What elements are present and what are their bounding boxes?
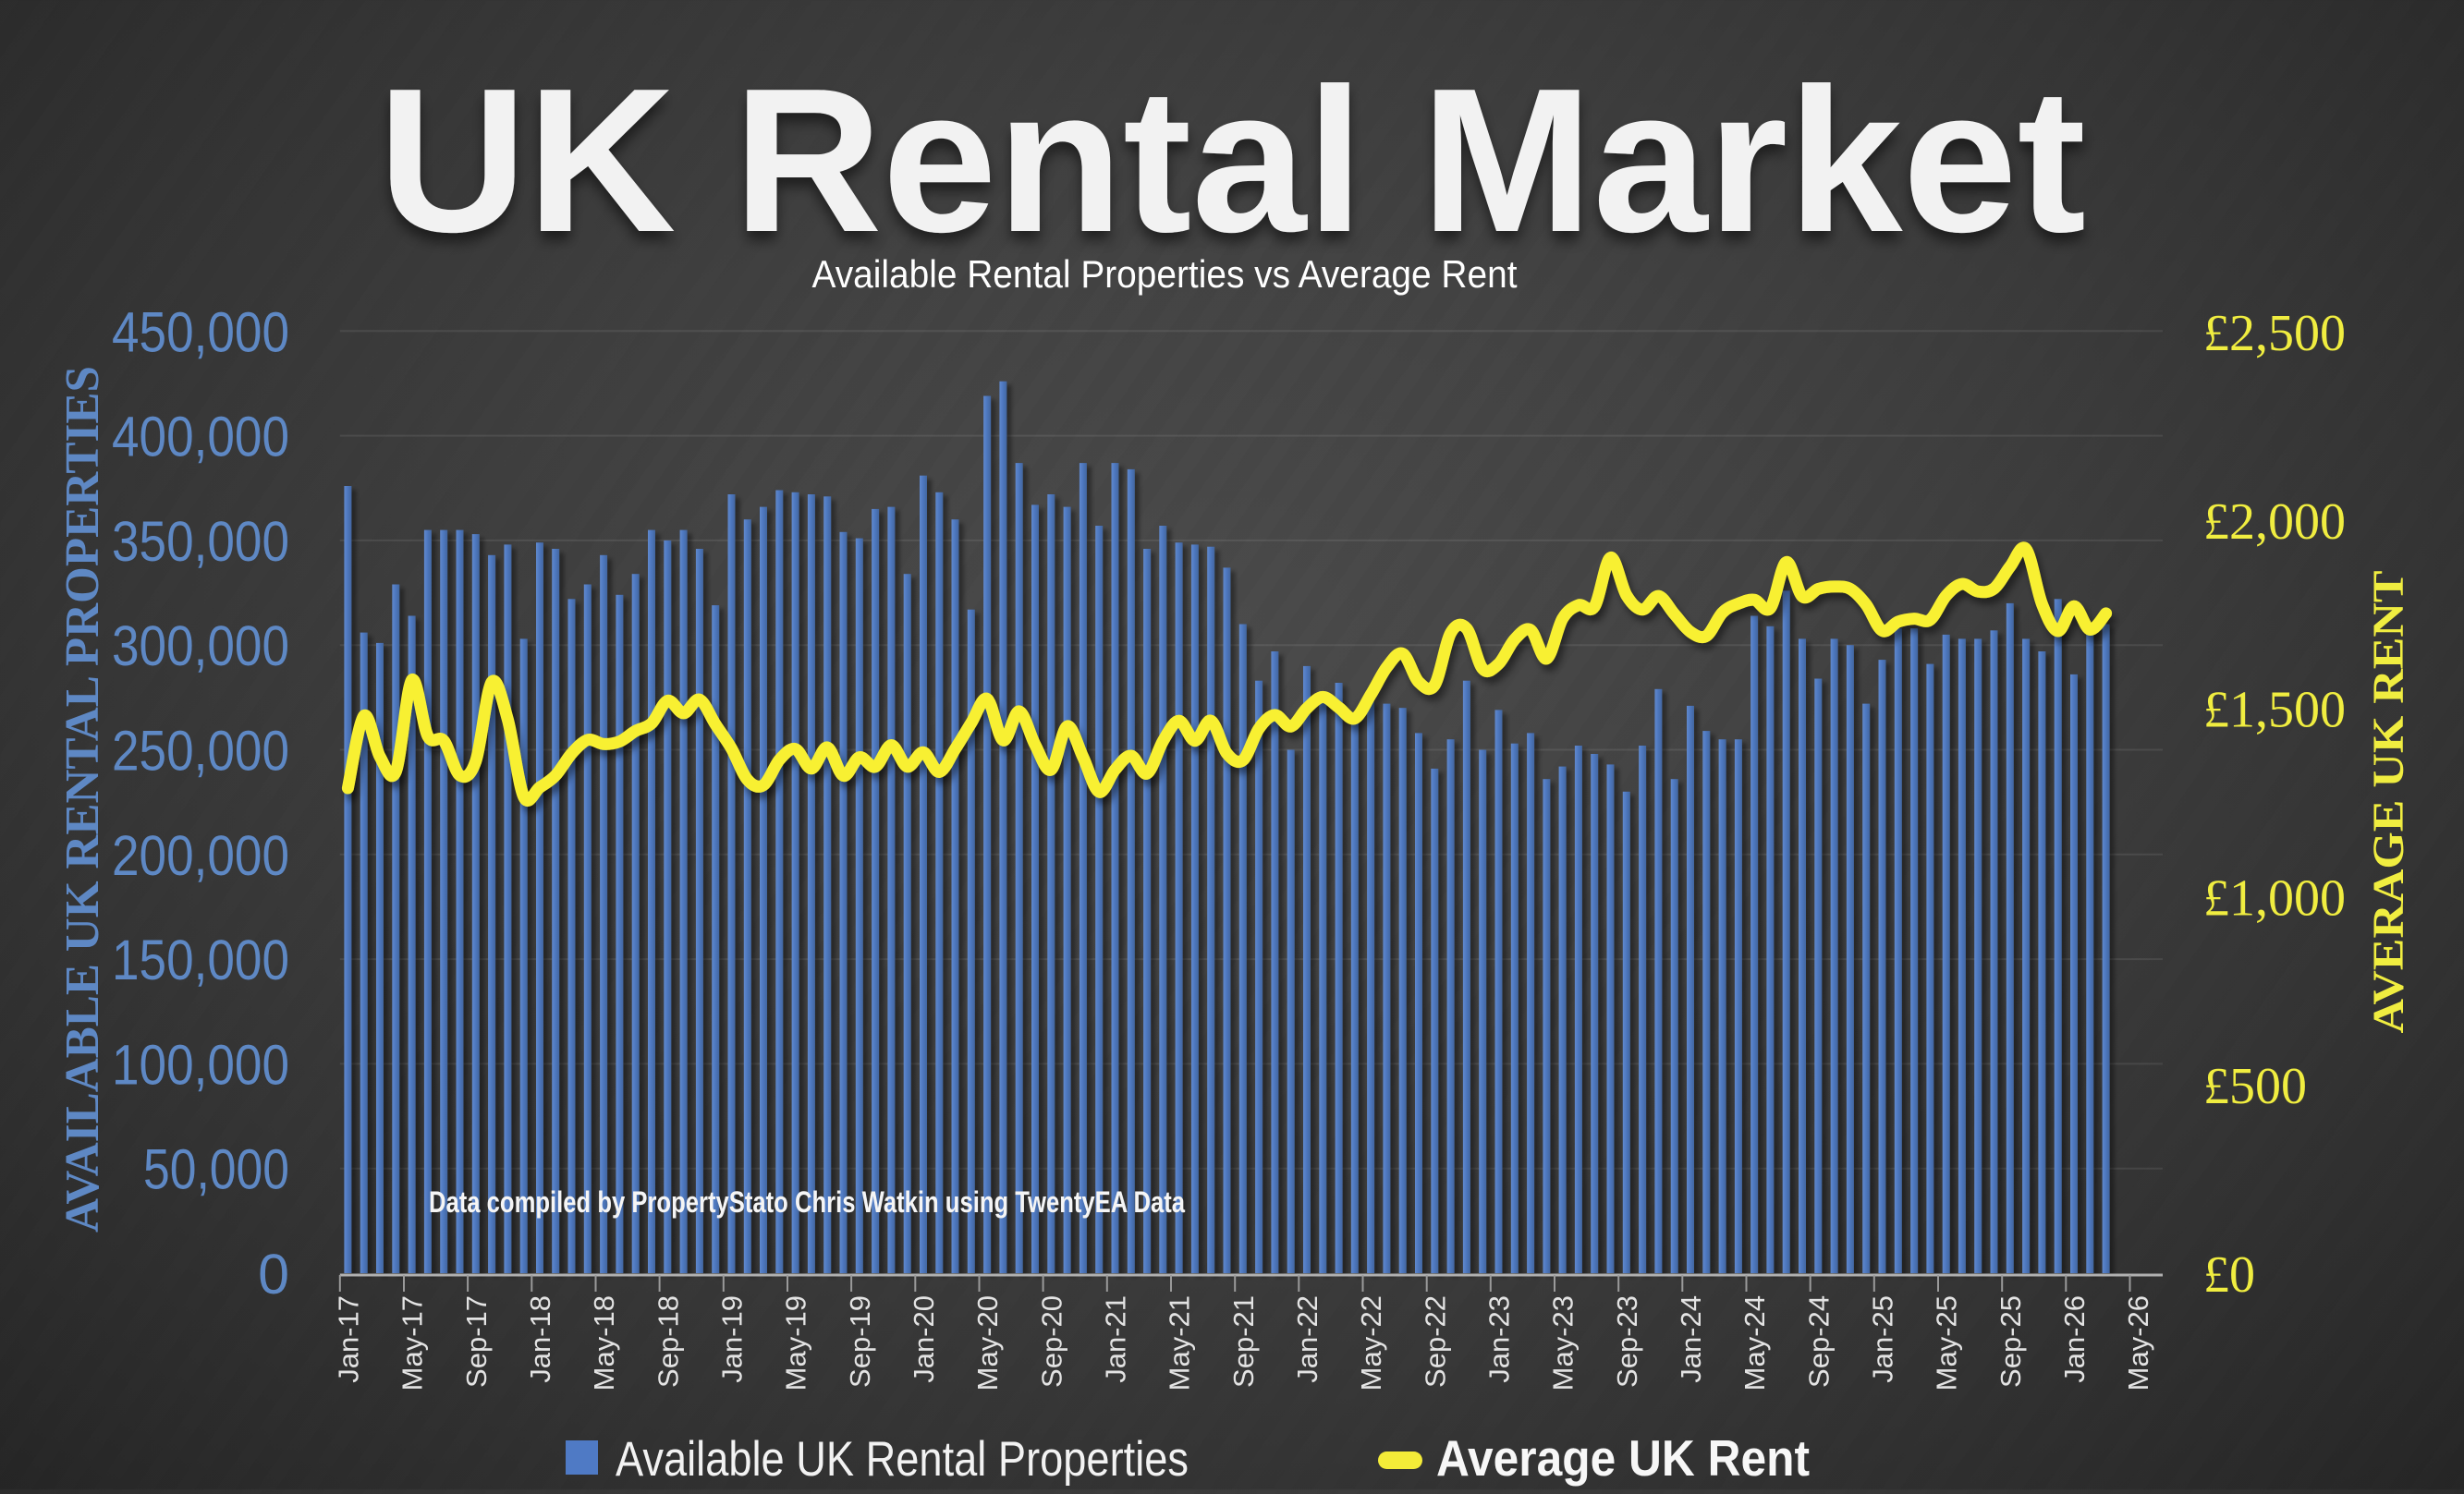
- svg-text:£1,500: £1,500: [2203, 682, 2346, 739]
- svg-text:£1,000: £1,000: [2203, 869, 2346, 927]
- svg-text:May-18: May-18: [588, 1295, 620, 1391]
- svg-text:Data compiled by PropertyStato: Data compiled by PropertyStato Chris Wat…: [429, 1185, 1185, 1219]
- svg-text:AVAILABLE UK RENTAL PROPERTIES: AVAILABLE UK RENTAL PROPERTIES: [56, 366, 109, 1233]
- svg-text:350,000: 350,000: [112, 510, 289, 573]
- svg-text:Sep-20: Sep-20: [1035, 1295, 1067, 1388]
- svg-text:150,000: 150,000: [112, 929, 289, 991]
- svg-text:450,000: 450,000: [112, 300, 289, 363]
- svg-text:Jan-26: Jan-26: [2058, 1295, 2091, 1383]
- svg-text:Jan-19: Jan-19: [716, 1295, 749, 1383]
- svg-text:Available Rental Properties vs: Available Rental Properties vs Average R…: [812, 252, 1518, 296]
- svg-text:Sep-23: Sep-23: [1611, 1295, 1643, 1388]
- svg-text:May-20: May-20: [971, 1295, 1004, 1391]
- svg-text:Average UK Rent: Average UK Rent: [1436, 1429, 1810, 1487]
- svg-text:Available UK Rental Properties: Available UK Rental Properties: [616, 1432, 1189, 1487]
- svg-text:£500: £500: [2203, 1058, 2307, 1115]
- svg-text:Jan-23: Jan-23: [1483, 1295, 1516, 1383]
- svg-text:£2,500: £2,500: [2203, 305, 2346, 362]
- svg-text:May-17: May-17: [396, 1295, 429, 1391]
- svg-text:400,000: 400,000: [112, 406, 289, 468]
- svg-text:Sep-19: Sep-19: [844, 1295, 876, 1388]
- svg-text:Sep-17: Sep-17: [460, 1295, 493, 1388]
- svg-text:Jan-22: Jan-22: [1291, 1295, 1323, 1383]
- svg-text:Jan-25: Jan-25: [1867, 1295, 1899, 1383]
- svg-text:100,000: 100,000: [112, 1033, 289, 1096]
- svg-text:Jan-21: Jan-21: [1100, 1295, 1132, 1383]
- svg-text:50,000: 50,000: [143, 1138, 289, 1201]
- svg-text:May-25: May-25: [1931, 1295, 1963, 1391]
- svg-text:300,000: 300,000: [112, 614, 289, 677]
- svg-text:Sep-21: Sep-21: [1227, 1295, 1260, 1388]
- svg-text:AVERAGE UK RENT: AVERAGE UK RENT: [2364, 571, 2413, 1034]
- svg-text:Sep-24: Sep-24: [1802, 1295, 1835, 1388]
- svg-text:£2,000: £2,000: [2203, 493, 2346, 551]
- svg-text:Sep-22: Sep-22: [1419, 1295, 1451, 1388]
- svg-text:Sep-18: Sep-18: [652, 1295, 684, 1388]
- svg-text:Jan-20: Jan-20: [908, 1295, 940, 1383]
- svg-text:0: 0: [258, 1243, 289, 1306]
- svg-text:May-26: May-26: [2122, 1295, 2154, 1391]
- svg-text:£0: £0: [2203, 1246, 2255, 1304]
- svg-text:Jan-18: Jan-18: [524, 1295, 556, 1383]
- svg-text:Jan-17: Jan-17: [332, 1295, 364, 1383]
- svg-text:Sep-25: Sep-25: [1994, 1295, 2027, 1388]
- svg-text:May-21: May-21: [1164, 1295, 1196, 1391]
- svg-text:200,000: 200,000: [112, 824, 289, 887]
- svg-text:May-23: May-23: [1547, 1295, 1580, 1391]
- svg-text:May-19: May-19: [780, 1295, 812, 1391]
- svg-text:UK Rental Market: UK Rental Market: [378, 46, 2086, 275]
- svg-text:Jan-24: Jan-24: [1675, 1295, 1707, 1383]
- svg-text:May-24: May-24: [1738, 1295, 1771, 1391]
- svg-text:May-22: May-22: [1355, 1295, 1387, 1391]
- svg-text:250,000: 250,000: [112, 720, 289, 783]
